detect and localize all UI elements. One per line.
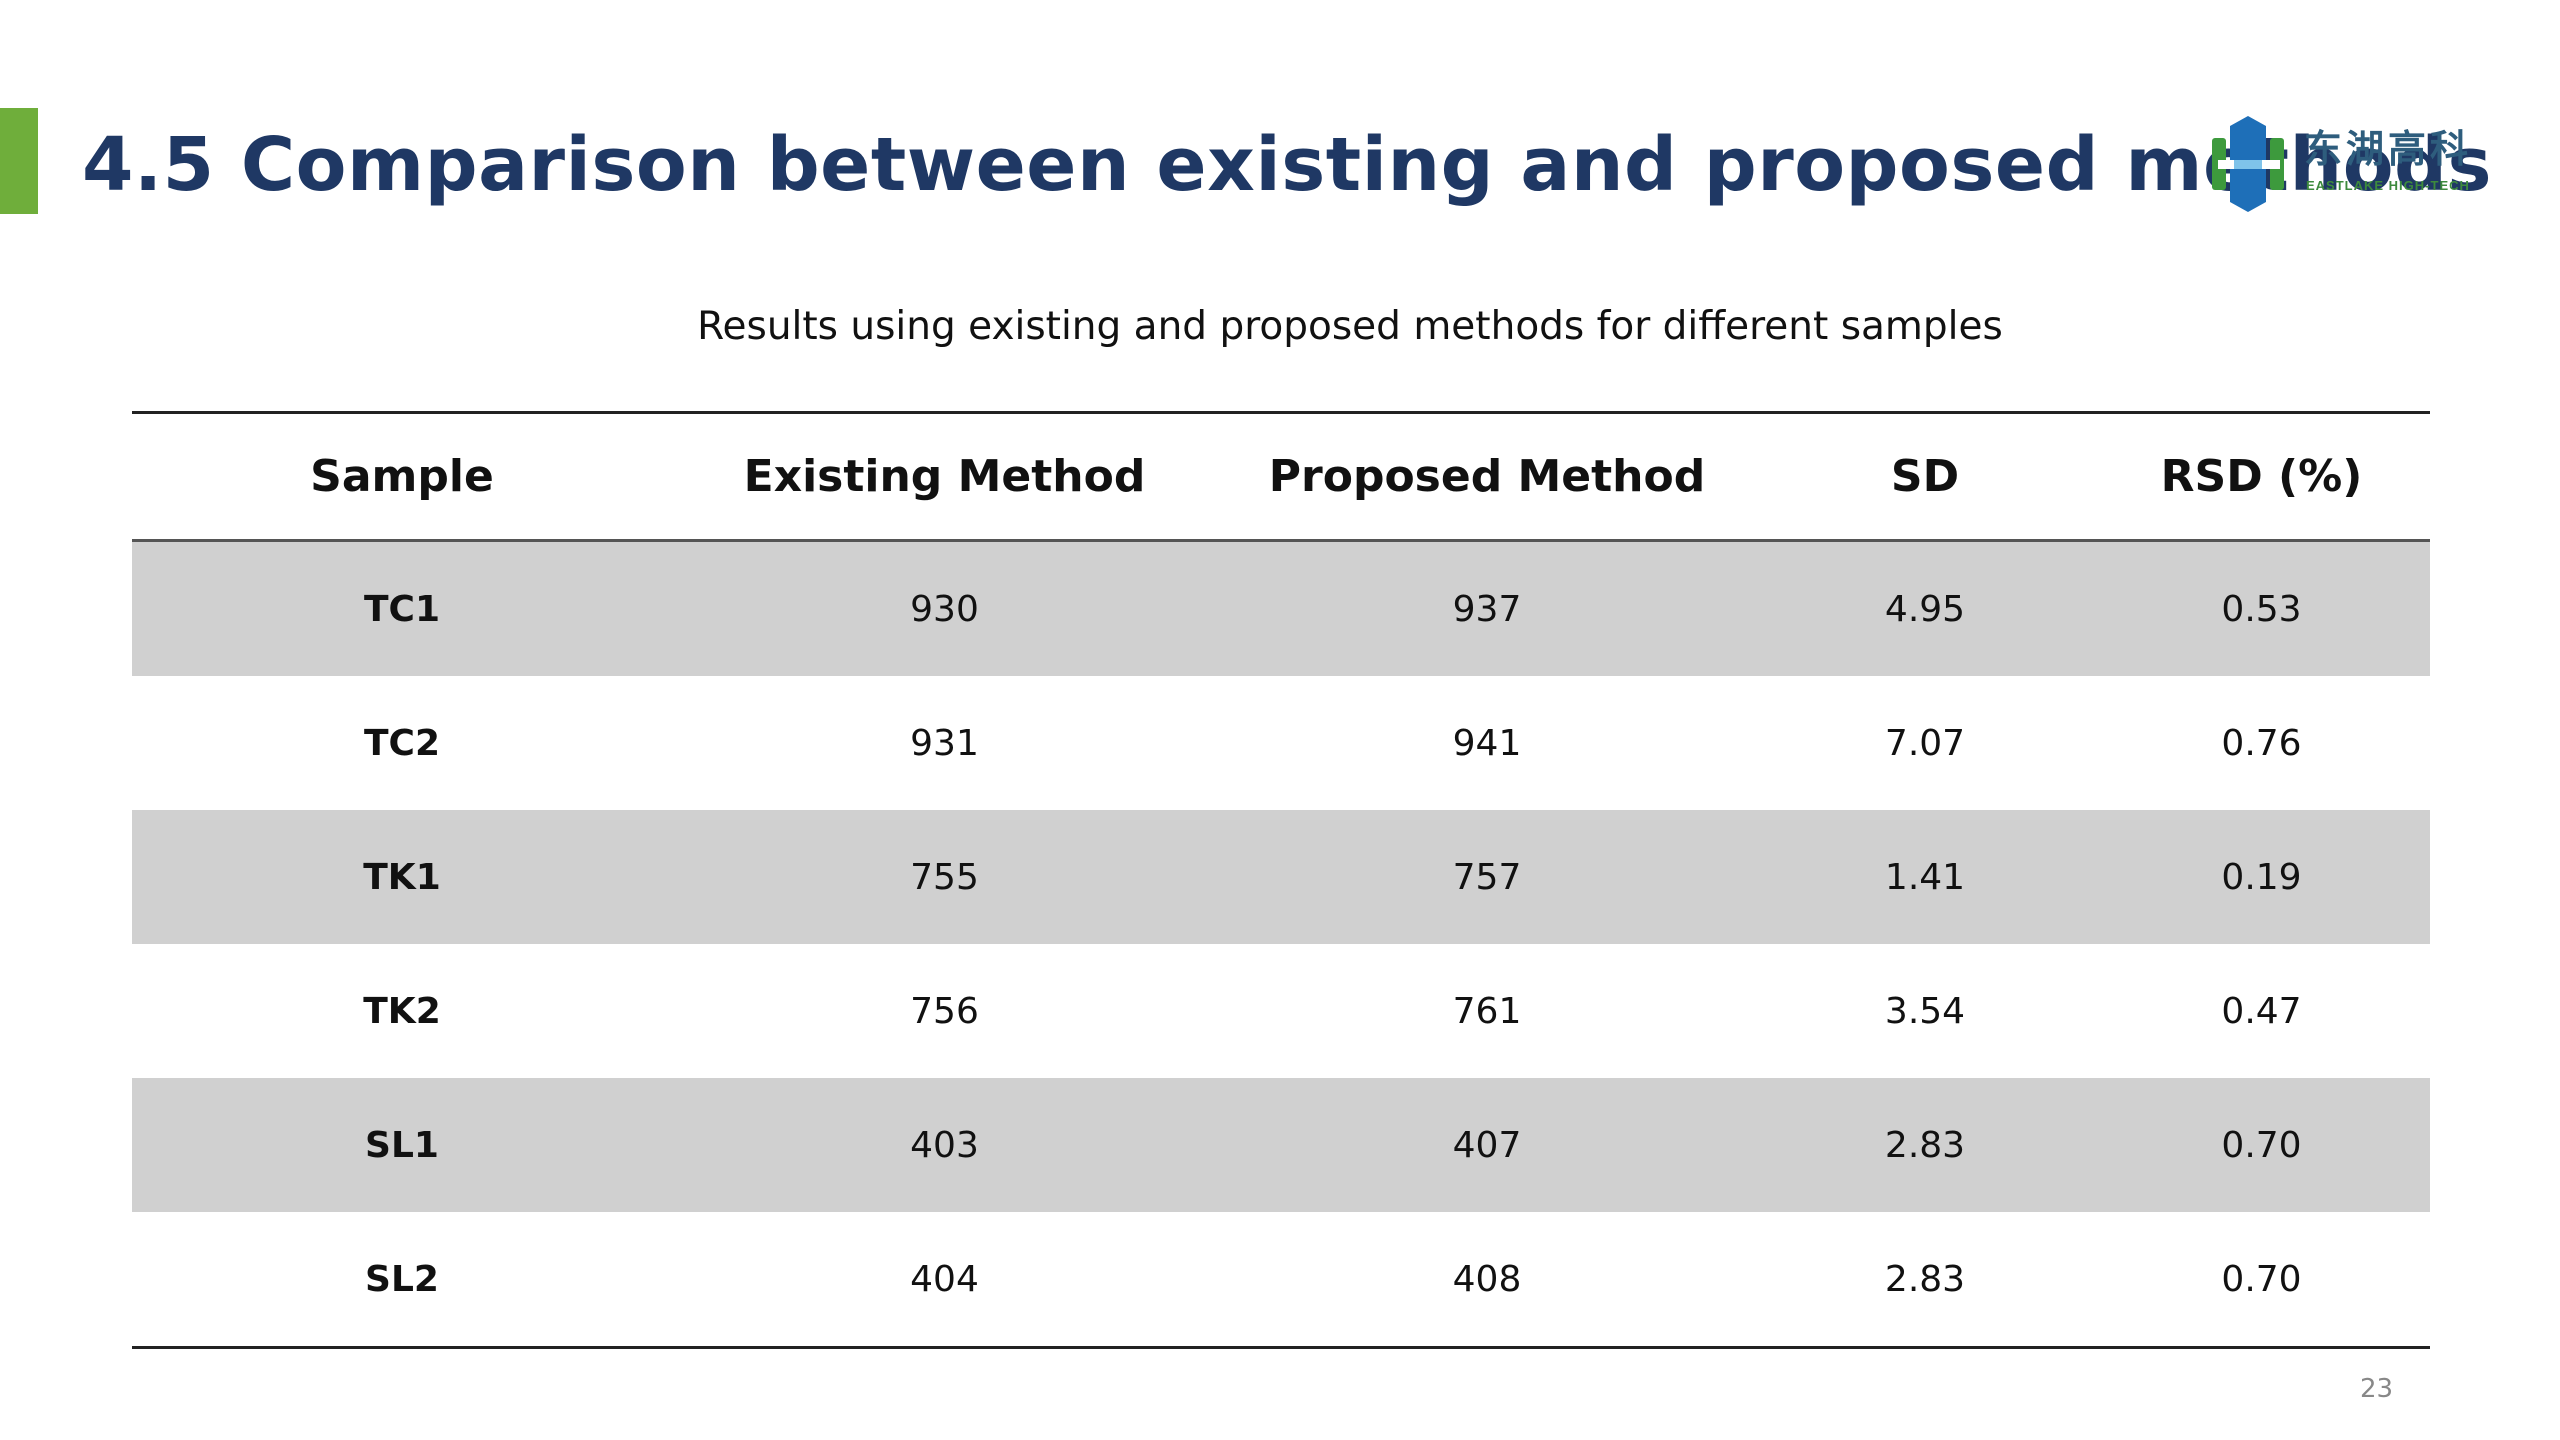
table-row: SL1 403 407 2.83 0.70	[132, 1078, 2430, 1212]
rsd-cell: 0.47	[2221, 990, 2302, 1032]
sd-cell: 3.54	[1884, 990, 1966, 1032]
company-logo: 东湖高科 EASTLAKE HIGH-TECH	[2210, 116, 2495, 212]
rsd-cell: 0.70	[2093, 1078, 2430, 1212]
table-caption: Results using existing and proposed meth…	[697, 304, 2003, 349]
table-row: TK2 756 761 3.54 0.47	[132, 944, 2430, 1078]
existing-method-cell: 930	[672, 540, 1217, 676]
header-proposed-method: Proposed Method	[1217, 412, 1757, 542]
header-sample: Sample	[132, 412, 672, 542]
sample-cell: TC2	[363, 722, 441, 764]
sample-cell: SL2	[365, 1258, 439, 1300]
sd-cell: 7.07	[1884, 722, 1966, 764]
existing-method-cell: 756	[910, 990, 979, 1032]
existing-method-cell: 931	[910, 722, 979, 764]
table-row: TC2 931 941 7.07 0.76	[132, 676, 2430, 810]
sd-cell: 1.41	[1757, 810, 2093, 944]
rsd-cell: 0.76	[2221, 722, 2302, 764]
rsd-cell: 0.19	[2093, 810, 2430, 944]
table-header-row: Sample Existing Method Proposed Method S…	[132, 412, 2430, 542]
header-rsd: RSD (%)	[2093, 412, 2430, 542]
proposed-method-cell: 937	[1217, 540, 1757, 676]
existing-method-cell: 404	[910, 1258, 979, 1300]
table-row: TK1 755 757 1.41 0.19	[132, 810, 2430, 944]
sd-cell: 2.83	[1757, 1078, 2093, 1212]
title-accent-bar	[0, 108, 38, 214]
rsd-cell: 0.53	[2093, 540, 2430, 676]
results-table: Sample Existing Method Proposed Method S…	[132, 411, 2430, 1349]
rsd-cell: 0.70	[2221, 1258, 2302, 1300]
proposed-method-cell: 408	[1452, 1258, 1522, 1300]
results-table-container: Sample Existing Method Proposed Method S…	[132, 411, 2430, 1349]
proposed-method-cell: 757	[1217, 810, 1757, 944]
proposed-method-cell: 407	[1217, 1078, 1757, 1212]
table-row: TC1 930 937 4.95 0.53	[132, 540, 2430, 676]
table-row: SL2 404 408 2.83 0.70	[132, 1212, 2430, 1348]
header-existing-method: Existing Method	[672, 412, 1217, 542]
existing-method-cell: 755	[672, 810, 1217, 944]
logo-english-text: EASTLAKE HIGH-TECH	[2306, 178, 2470, 193]
sample-cell: SL1	[132, 1078, 672, 1212]
page-number: 23	[2360, 1374, 2394, 1404]
header-sd: SD	[1757, 412, 2093, 542]
sample-cell: TC1	[132, 540, 672, 676]
sd-cell: 2.83	[1884, 1258, 1966, 1300]
existing-method-cell: 403	[672, 1078, 1217, 1212]
proposed-method-cell: 761	[1452, 990, 1522, 1032]
slide-title: 4.5 Comparison between existing and prop…	[82, 122, 2493, 208]
sd-cell: 4.95	[1757, 540, 2093, 676]
sample-cell: TK1	[132, 810, 672, 944]
proposed-method-cell: 941	[1452, 722, 1522, 764]
sample-cell: TK2	[363, 990, 441, 1032]
logo-chinese-text: 东湖高科	[2304, 127, 2473, 171]
logo-mark-icon	[2212, 116, 2284, 212]
